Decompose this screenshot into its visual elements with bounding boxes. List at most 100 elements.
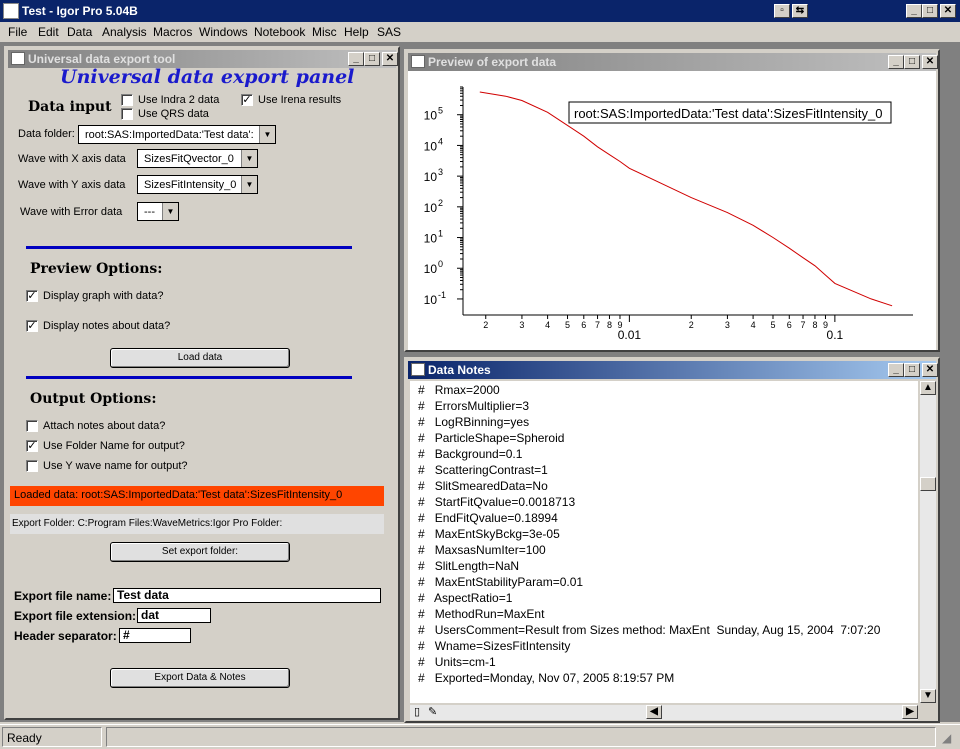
menu-windows[interactable]: Windows [199, 25, 248, 39]
note-text: Background=0.1 [434, 447, 523, 461]
note-prefix: # [418, 415, 435, 429]
notes-titlebar[interactable]: Data Notes _ □ ✕ [408, 361, 938, 379]
menu-macros[interactable]: Macros [153, 25, 193, 39]
data-series-line [479, 91, 893, 307]
panel-maximize-icon[interactable]: □ [364, 52, 380, 66]
menu-data[interactable]: Data [67, 25, 93, 39]
note-prefix: # [418, 431, 435, 445]
status-bar: Ready ◢ [0, 724, 960, 749]
note-prefix: # [418, 447, 435, 461]
attach-notes-checkbox[interactable] [26, 420, 38, 432]
note-text: Units=cm-1 [434, 655, 496, 669]
notes-close-icon[interactable]: ✕ [922, 363, 938, 377]
x-tick-label: 5 [565, 320, 570, 330]
menu-file[interactable]: File [8, 25, 28, 39]
panel-titlebar[interactable]: Universal data export tool _ □ ✕ [8, 50, 398, 68]
note-text: MethodRun=MaxEnt [434, 607, 545, 621]
x-tick-label: 0.01 [618, 328, 642, 342]
chevron-down-icon: ▼ [241, 176, 257, 193]
panel-minimize-icon[interactable]: _ [348, 52, 364, 66]
data-folder-value: root:SAS:ImportedData:'Test data': [85, 129, 254, 141]
resize-grip-icon[interactable]: ◢ [942, 731, 952, 745]
y-tick-exponent: 0 [438, 259, 443, 269]
header-sep-input[interactable]: # [119, 628, 191, 643]
use-indra2-label: Use Indra 2 data [138, 94, 220, 106]
note-prefix: # [418, 671, 435, 685]
use-irena-checkbox[interactable]: ✓ [241, 94, 253, 106]
use-folder-name-checkbox[interactable]: ✓ [26, 440, 38, 452]
export-panel-window: Universal data export tool _ □ ✕ Univers… [4, 46, 400, 720]
notes-horizontal-scrollbar[interactable]: ▯ ✎ ◀ ▶ [410, 705, 918, 720]
data-input-label: Data input [28, 99, 112, 115]
scroll-thumb[interactable] [920, 477, 936, 491]
legend-box [568, 101, 892, 124]
note-line: # Rmax=2000 [418, 383, 500, 397]
minimize-icon[interactable]: _ [906, 4, 922, 18]
y-tick-exponent: 3 [438, 167, 443, 177]
note-text: MaxEntSkyBckg=3e-05 [434, 527, 560, 541]
x-tick-label: 2 [689, 320, 694, 330]
panel-close-icon[interactable]: ✕ [382, 52, 398, 66]
y-wave-label: Wave with Y axis data [18, 179, 126, 191]
note-line: # AspectRatio=1 [418, 591, 512, 605]
y-tick-label: 10 [424, 170, 438, 184]
menu-analysis[interactable]: Analysis [102, 25, 147, 39]
y-tick-label: 10 [424, 293, 438, 307]
close-icon[interactable]: ✕ [940, 4, 956, 18]
graph-maximize-icon[interactable]: □ [904, 55, 920, 69]
x-tick-label: 8 [607, 320, 612, 330]
scroll-left-icon[interactable]: ◀ [646, 705, 662, 719]
data-folder-label: Data folder: [18, 128, 75, 140]
use-indra2-checkbox[interactable] [121, 94, 133, 106]
note-text: Wname=SizesFitIntensity [434, 639, 571, 653]
notes-maximize-icon[interactable]: □ [904, 363, 920, 377]
graph-titlebar[interactable]: Preview of export data _ □ ✕ [408, 53, 938, 71]
use-y-name-checkbox[interactable] [26, 460, 38, 472]
x-tick-label: 5 [771, 320, 776, 330]
preview-graph-window: Preview of export data _ □ ✕ 2 3 4 5 6 7 8 9 0.0… [404, 49, 940, 352]
scroll-up-icon[interactable]: ▲ [920, 381, 936, 395]
note-line: # Exported=Monday, Nov 07, 2005 8:19:57 … [418, 671, 674, 685]
menu-help[interactable]: Help [344, 25, 369, 39]
status-pane: Ready [2, 727, 102, 747]
note-prefix: # [418, 543, 435, 557]
note-prefix: # [418, 511, 435, 525]
x-tick-label: 6 [581, 320, 586, 330]
panel-heading: Universal data export panel [60, 66, 355, 88]
notes-minimize-icon[interactable]: _ [888, 363, 904, 377]
note-line: # MethodRun=MaxEnt [418, 607, 544, 621]
menu-notebook[interactable]: Notebook [254, 25, 306, 39]
note-line: # MaxsasNumIter=100 [418, 543, 546, 557]
graph-minimize-icon[interactable]: _ [888, 55, 904, 69]
menu-sas[interactable]: SAS [377, 25, 402, 39]
set-export-folder-button[interactable]: Set export folder: [110, 542, 290, 562]
data-notes-window: Data Notes _ □ ✕ # Rmax=2000 # ErrorsMult… [404, 357, 940, 723]
use-qrs-checkbox[interactable] [121, 108, 133, 120]
file-ext-input[interactable]: dat [137, 608, 211, 623]
x-tick-label: 6 [787, 320, 792, 330]
y-wave-select[interactable]: SizesFitIntensity_0 ▼ [137, 175, 258, 194]
scroll-right-icon[interactable]: ▶ [902, 705, 918, 719]
err-wave-select[interactable]: --- ▼ [137, 202, 179, 221]
chevron-down-icon: ▼ [259, 126, 275, 143]
load-data-button[interactable]: Load data [110, 348, 290, 368]
note-prefix: # [418, 383, 435, 397]
menu-misc[interactable]: Misc [312, 25, 337, 39]
menu-edit[interactable]: Edit [38, 25, 59, 39]
display-graph-checkbox[interactable]: ✓ [26, 290, 38, 302]
data-folder-select[interactable]: root:SAS:ImportedData:'Test data': ▼ [78, 125, 276, 144]
file-name-input[interactable]: Test data [113, 588, 381, 603]
pin-icon[interactable]: ⇆ [792, 4, 808, 18]
note-text: AspectRatio=1 [434, 591, 513, 605]
graph-close-icon[interactable]: ✕ [922, 55, 938, 69]
restore-doc-icon[interactable]: ▫ [774, 4, 790, 18]
x-tick-label: 4 [545, 320, 550, 330]
scroll-down-icon[interactable]: ▼ [920, 689, 936, 703]
maximize-icon[interactable]: □ [922, 4, 938, 18]
note-line: # SlitSmearedData=No [418, 479, 548, 493]
notes-body[interactable]: # Rmax=2000 # ErrorsMultiplier=3 # LogRBin… [410, 381, 918, 703]
display-notes-checkbox[interactable]: ✓ [26, 320, 38, 332]
notes-vertical-scrollbar[interactable]: ▲ ▼ [920, 381, 936, 703]
export-data-notes-button[interactable]: Export Data & Notes [110, 668, 290, 688]
x-wave-select[interactable]: SizesFitQvector_0 ▼ [137, 149, 258, 168]
